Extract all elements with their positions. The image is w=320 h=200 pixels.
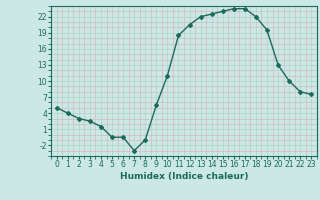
X-axis label: Humidex (Indice chaleur): Humidex (Indice chaleur) [120, 172, 248, 181]
